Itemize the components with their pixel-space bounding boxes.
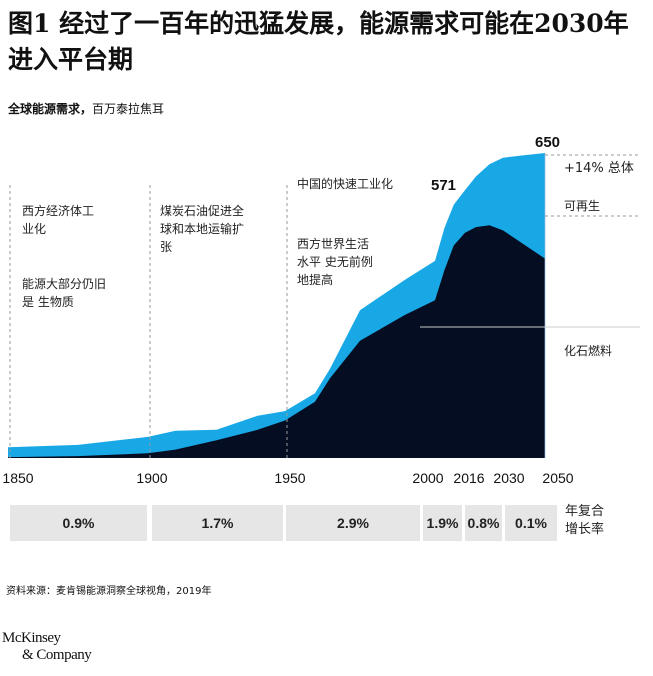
mckinsey-logo: McKinsey & Company xyxy=(2,630,92,663)
legend-fossil: 化石燃料 xyxy=(564,344,613,358)
x-tick-1900: 1900 xyxy=(136,470,168,486)
source-note: 资料来源：麦肯锡能源洞察全球视角，2019年 xyxy=(6,586,212,597)
cagr-label: 年复合 增长率 xyxy=(565,504,605,537)
fossil-area xyxy=(8,225,545,458)
subtitle-bold: 全球能源需求， xyxy=(8,102,93,116)
annotation-china: 中国的快速工业化 xyxy=(297,177,394,191)
cagr-2000-2016: 1.9% xyxy=(423,505,462,541)
area-chart xyxy=(8,153,640,458)
cagr-2030-2050: 0.1% xyxy=(505,505,557,541)
annotation-western-industrialization: 西方经济体工 业化 xyxy=(22,204,95,236)
x-tick-2030: 2030 xyxy=(493,470,525,486)
x-tick-1850: 1850 xyxy=(2,470,34,486)
cagr-1850-1900: 0.9% xyxy=(10,505,147,541)
label-571: 571 xyxy=(431,177,457,194)
x-tick-2000: 2000 xyxy=(412,470,444,486)
x-tick-2016: 2016 xyxy=(453,470,485,486)
label-650: 650 xyxy=(535,134,561,151)
chart-title: 图1 经过了一百年的迅猛发展，能源需求可能在2030年进入平台期 xyxy=(8,9,629,74)
annotation-coal-oil: 煤炭石油促进全 球和本地运输扩张 xyxy=(160,204,245,254)
subtitle-unit: 百万泰拉焦耳 xyxy=(92,102,165,116)
chart-subtitle: 全球能源需求，百万泰拉焦耳 xyxy=(8,100,164,117)
annotation-biomass: 能源大部分仍旧是 生物质 xyxy=(22,277,107,309)
annotation-western-living: 西方世界生活 水平 史无前例 地提高 xyxy=(297,237,373,287)
cagr-2016-2030: 0.8% xyxy=(465,505,502,541)
legend-renewable: 可再生 xyxy=(564,199,601,213)
x-tick-1950: 1950 xyxy=(274,470,306,486)
cagr-1900-1950: 1.7% xyxy=(152,505,283,541)
cagr-1950-2000: 2.9% xyxy=(286,505,420,541)
x-tick-2050: 2050 xyxy=(542,470,574,486)
legend-total: +14% 总体 xyxy=(564,161,634,176)
